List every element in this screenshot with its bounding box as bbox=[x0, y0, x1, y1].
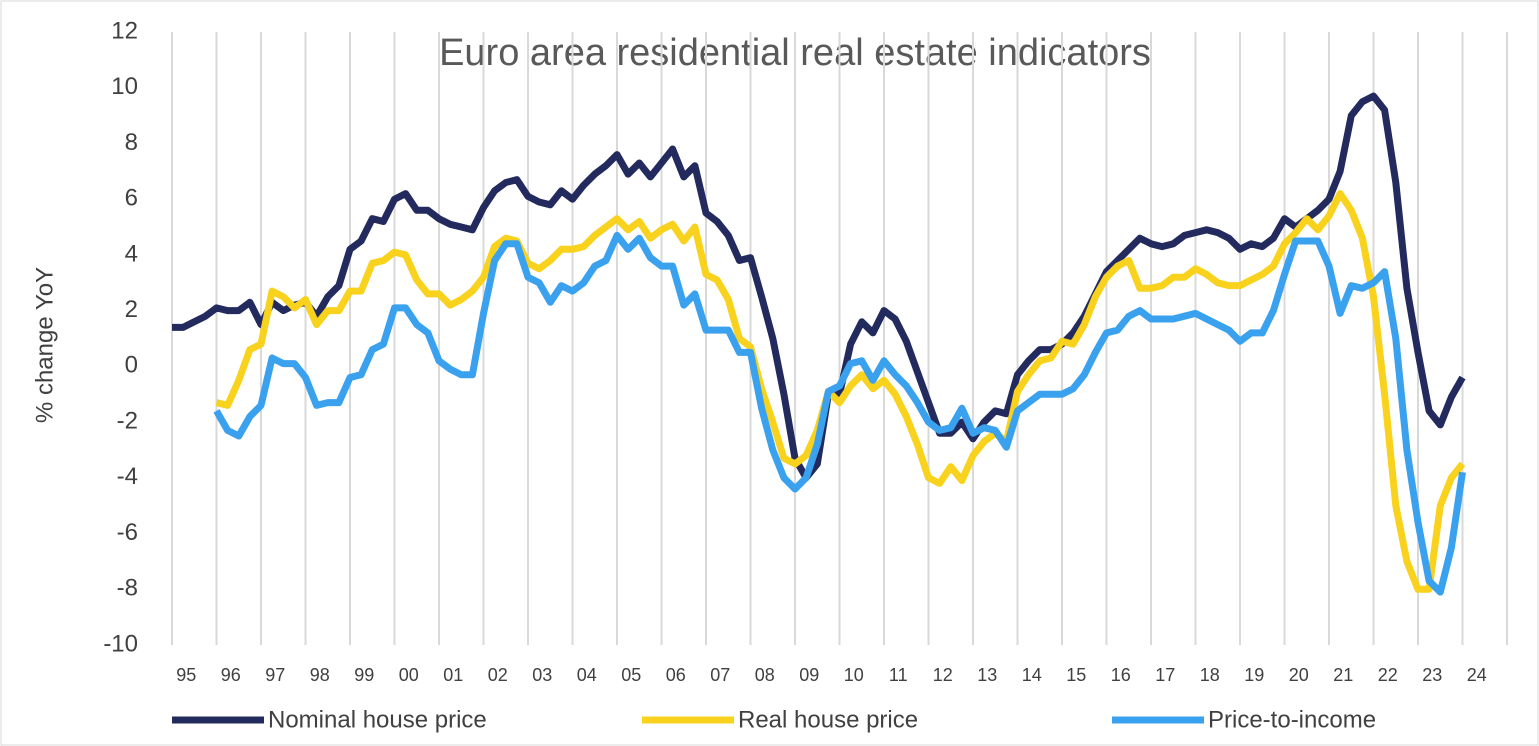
x-tick-label: 00 bbox=[399, 665, 419, 685]
x-tick-label: 13 bbox=[977, 665, 997, 685]
x-tick-label: 24 bbox=[1467, 665, 1487, 685]
legend-label: Price-to-income bbox=[1208, 706, 1376, 733]
x-tick-label: 14 bbox=[1022, 665, 1042, 685]
x-tick-label: 95 bbox=[176, 665, 196, 685]
x-tick-label: 21 bbox=[1333, 665, 1353, 685]
y-tick-label: 6 bbox=[125, 185, 138, 212]
x-tick-label: 98 bbox=[310, 665, 330, 685]
x-tick-label: 15 bbox=[1066, 665, 1086, 685]
y-tick-label: 0 bbox=[125, 352, 138, 379]
x-tick-label: 07 bbox=[710, 665, 730, 685]
x-tick-label: 22 bbox=[1378, 665, 1398, 685]
y-tick-label: -2 bbox=[117, 407, 138, 434]
y-tick-label: -4 bbox=[117, 463, 138, 490]
legend-label: Real house price bbox=[738, 706, 918, 733]
x-tick-label: 06 bbox=[666, 665, 686, 685]
x-tick-label: 09 bbox=[799, 665, 819, 685]
y-tick-label: 8 bbox=[125, 129, 138, 156]
y-axis-label: % change YoY bbox=[31, 267, 58, 423]
y-tick-label: -10 bbox=[103, 630, 138, 657]
x-tick-label: 08 bbox=[755, 665, 775, 685]
x-tick-label: 03 bbox=[532, 665, 552, 685]
x-tick-label: 18 bbox=[1200, 665, 1220, 685]
x-tick-label: 20 bbox=[1289, 665, 1309, 685]
x-tick-label: 99 bbox=[354, 665, 374, 685]
series-line bbox=[172, 92, 1466, 482]
x-tick-label: 96 bbox=[221, 665, 241, 685]
x-tick-label: 19 bbox=[1244, 665, 1264, 685]
x-tick-label: 04 bbox=[577, 665, 597, 685]
x-tick-label: 11 bbox=[889, 665, 908, 685]
x-tick-label: 05 bbox=[621, 665, 641, 685]
x-tick-label: 23 bbox=[1422, 665, 1442, 685]
y-tick-label: -8 bbox=[117, 575, 138, 602]
x-tick-label: 02 bbox=[488, 665, 508, 685]
x-tick-label: 97 bbox=[265, 665, 285, 685]
x-tick-label: 16 bbox=[1111, 665, 1131, 685]
series-line bbox=[215, 190, 1466, 593]
y-tick-label: 4 bbox=[125, 240, 138, 267]
x-tick-label: 10 bbox=[844, 665, 864, 685]
x-tick-label: 17 bbox=[1155, 665, 1175, 685]
y-tick-label: -6 bbox=[117, 519, 138, 546]
legend-label: Nominal house price bbox=[268, 706, 487, 733]
y-tick-label: 10 bbox=[111, 73, 138, 100]
y-tick-label: 2 bbox=[125, 296, 138, 323]
x-tick-label: 01 bbox=[443, 665, 463, 685]
y-tick-label: 12 bbox=[111, 17, 138, 44]
x-tick-label: 12 bbox=[933, 665, 953, 685]
series-line bbox=[213, 231, 1466, 596]
